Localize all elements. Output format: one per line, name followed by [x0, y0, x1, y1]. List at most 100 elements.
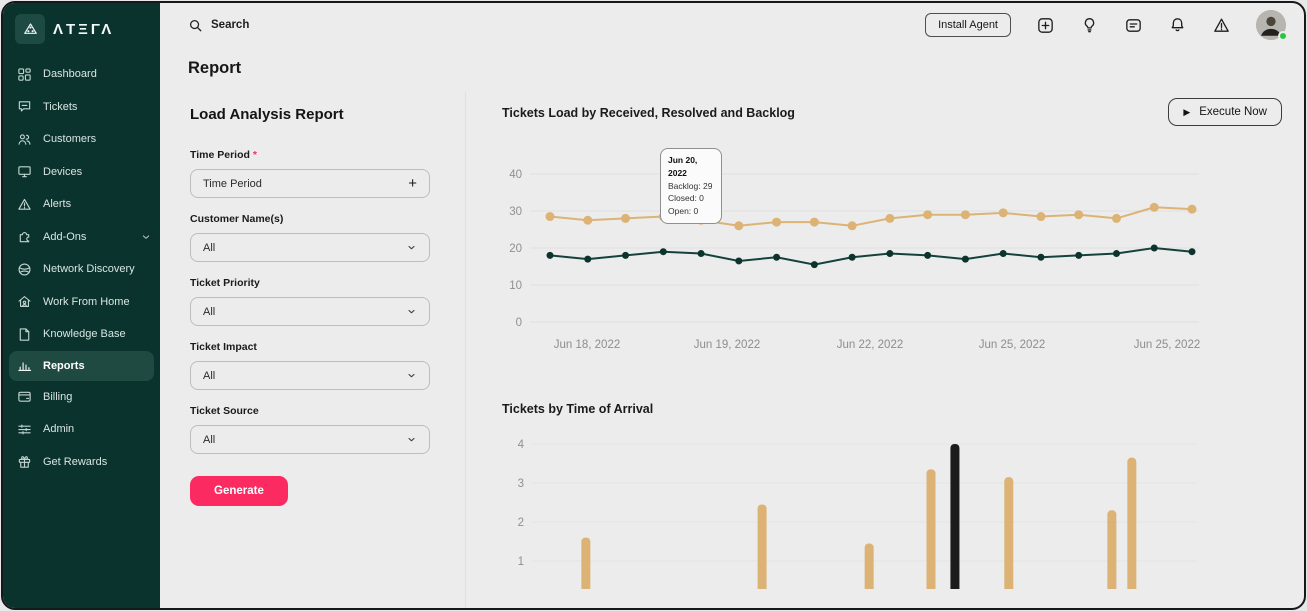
- svg-text:Jun 25, 2022: Jun 25, 2022: [979, 339, 1046, 351]
- ticket-impact-select[interactable]: All: [190, 361, 430, 390]
- tooltip-line: Closed: 0: [668, 193, 704, 204]
- search-input[interactable]: Search: [188, 18, 249, 33]
- form-field: Ticket Source All: [190, 405, 430, 454]
- search-icon: [188, 18, 203, 33]
- sidebar-item-label: Billing: [43, 390, 73, 403]
- svg-text:20: 20: [509, 243, 522, 255]
- field-value: All: [203, 241, 216, 254]
- content: Load Analysis Report Time Period * Time P…: [160, 92, 1304, 608]
- plus-icon: +: [408, 175, 417, 192]
- sidebar-item-label: Tickets: [43, 100, 78, 113]
- sidebar-item-label: Devices: [43, 165, 83, 178]
- chart-tooltip: Jun 20, 2022 Backlog: 29 Closed: 0 Open:…: [660, 148, 722, 224]
- tooltip-date: Jun 20, 2022: [668, 155, 698, 178]
- svg-text:Jun 19, 2022: Jun 19, 2022: [694, 339, 761, 351]
- field-value: All: [203, 369, 216, 382]
- sidebar-item-label: Reports: [43, 359, 85, 372]
- ticket-source-select[interactable]: All: [190, 425, 430, 454]
- field-value: Time Period: [203, 177, 262, 190]
- dashboard-icon: [17, 67, 32, 82]
- field-value: All: [203, 305, 216, 318]
- reports-icon: [17, 358, 32, 373]
- avatar[interactable]: [1256, 10, 1288, 41]
- line-chart-svg: 40 30 20 10 0 Jun 18, 2022 Jun 19, 2022 Jun 22,…: [509, 169, 1201, 351]
- search-label: Search: [211, 19, 250, 31]
- tooltip-line: Open: 0: [668, 206, 699, 216]
- svg-text:0: 0: [516, 317, 522, 329]
- charts-panel: ▶ Execute Now Tickets Load by Received, …: [465, 92, 1304, 608]
- plus-square-icon[interactable]: [1036, 16, 1055, 35]
- svg-text:Jun 25, 2022: Jun 25, 2022: [1134, 339, 1201, 351]
- svg-text:3: 3: [518, 478, 524, 490]
- sidebar-item-label: Dashboard: [43, 68, 97, 81]
- field-label: Ticket Impact: [190, 341, 257, 353]
- alerts-icon: [17, 197, 32, 212]
- svg-text:1: 1: [518, 556, 524, 568]
- chevron-down-icon: [406, 242, 417, 253]
- chevron-down-icon: [406, 370, 417, 381]
- form-field: Customer Name(s) All: [190, 213, 430, 262]
- sidebar-item-network-discovery[interactable]: Network Discovery: [3, 253, 160, 286]
- tickets-icon: [17, 99, 32, 114]
- billing-icon: [17, 389, 32, 404]
- sidebar-item-billing[interactable]: Billing: [3, 381, 160, 414]
- devices-icon: [17, 164, 32, 179]
- sidebar-item-customers[interactable]: Customers: [3, 123, 160, 156]
- sidebar-item-reports[interactable]: Reports: [9, 350, 154, 381]
- atera-logo-icon: [15, 14, 45, 44]
- sidebar-item-label: Knowledge Base: [43, 328, 126, 341]
- sidebar-item-alerts[interactable]: Alerts: [3, 188, 160, 221]
- bar-chart-svg: 4 3 2 1: [518, 439, 1197, 603]
- sidebar-item-work-from-home[interactable]: Work From Home: [3, 286, 160, 319]
- sidebar-item-dashboard[interactable]: Dashboard: [3, 58, 160, 91]
- svg-text:Jun 22, 2022: Jun 22, 2022: [837, 339, 904, 351]
- ticket-priority-select[interactable]: All: [190, 297, 430, 326]
- sidebar-item-devices[interactable]: Devices: [3, 156, 160, 189]
- warning-icon[interactable]: [1212, 16, 1231, 35]
- report-form: Load Analysis Report Time Period * Time P…: [160, 92, 465, 608]
- sidebar-item-admin[interactable]: Admin: [3, 413, 160, 446]
- tooltip-line: Backlog: 29: [668, 180, 713, 191]
- form-field: Ticket Priority All: [190, 277, 430, 326]
- sidebar-item-label: Get Rewards: [43, 455, 108, 468]
- page-title: Report: [188, 59, 242, 77]
- sidebar-item-label: Network Discovery: [43, 263, 135, 276]
- rewards-icon: [17, 454, 32, 469]
- topbar-actions: Install Agent: [925, 10, 1288, 41]
- execute-now-button[interactable]: ▶ Execute Now: [1168, 98, 1282, 126]
- field-label: Ticket Priority: [190, 277, 260, 289]
- brand-wordmark: ΛTΞΓΛ: [53, 20, 115, 38]
- svg-text:Jun 18, 2022: Jun 18, 2022: [554, 339, 621, 351]
- sidebar-item-add-ons[interactable]: Add-Ons: [3, 221, 160, 254]
- sidebar-item-tickets[interactable]: Tickets: [3, 91, 160, 124]
- required-asterisk: *: [252, 149, 257, 161]
- sidebar: ΛTΞΓΛ Dashboard Tickets Customers Devices Al…: [3, 3, 160, 608]
- svg-text:40: 40: [509, 169, 522, 181]
- generate-button[interactable]: Generate: [190, 476, 288, 506]
- form-field: Ticket Impact All: [190, 341, 430, 390]
- sidebar-item-get-rewards[interactable]: Get Rewards: [3, 446, 160, 479]
- field-label: Ticket Source: [190, 405, 259, 417]
- sidebar-item-label: Admin: [43, 423, 75, 436]
- install-agent-button[interactable]: Install Agent: [925, 13, 1011, 37]
- lightbulb-icon[interactable]: [1080, 16, 1099, 35]
- sidebar-item-knowledge-base[interactable]: Knowledge Base: [3, 318, 160, 351]
- svg-text:30: 30: [509, 206, 522, 218]
- bell-icon[interactable]: [1168, 16, 1187, 35]
- main-area: Search Install Agent Report Load: [160, 3, 1304, 608]
- work-from-home-icon: [17, 294, 32, 309]
- line-chart-title: Tickets Load by Received, Resolved and B…: [502, 106, 795, 120]
- brand-logo[interactable]: ΛTΞΓΛ: [3, 3, 160, 52]
- customer-name-s-select[interactable]: All: [190, 233, 430, 262]
- field-value: All: [203, 433, 216, 446]
- sidebar-item-label: Add-Ons: [43, 230, 87, 243]
- admin-icon: [17, 422, 32, 437]
- form-title: Load Analysis Report: [190, 106, 344, 123]
- sidebar-item-label: Work From Home: [43, 295, 130, 308]
- feedback-icon[interactable]: [1124, 16, 1143, 35]
- play-icon: ▶: [1183, 106, 1191, 117]
- topbar: Search Install Agent: [160, 3, 1304, 47]
- chevron-down-icon: [406, 306, 417, 317]
- time-period-input[interactable]: Time Period +: [190, 169, 430, 198]
